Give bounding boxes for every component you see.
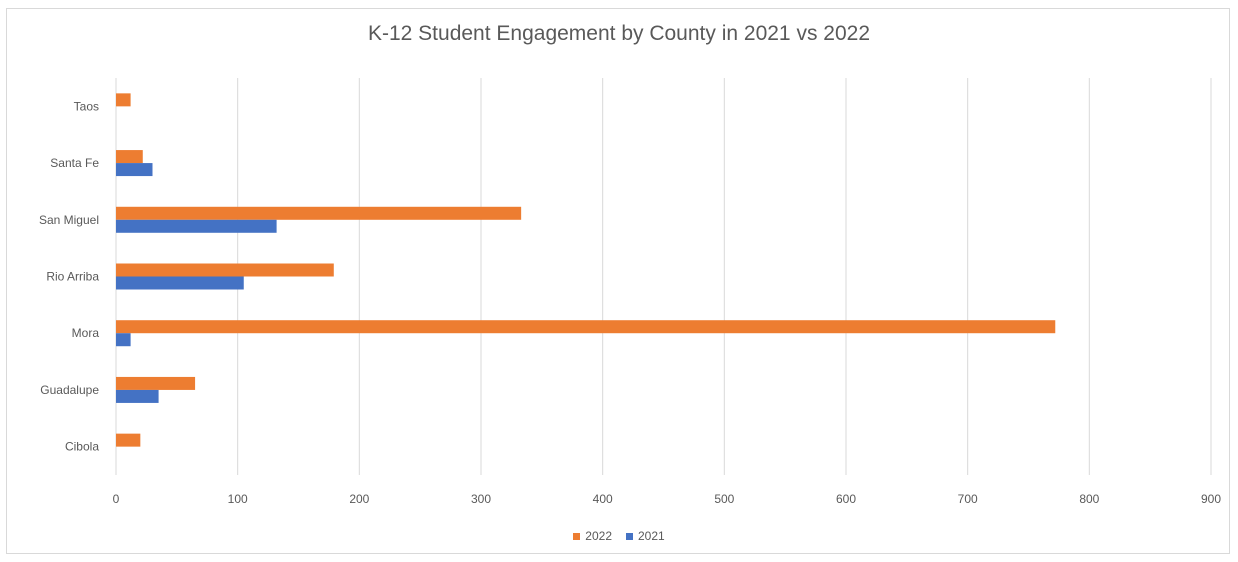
bar-2021-rio-arriba bbox=[116, 276, 244, 290]
bar-2022-taos bbox=[116, 93, 131, 107]
x-tick-label-200: 200 bbox=[349, 492, 369, 506]
x-tick-label-500: 500 bbox=[714, 492, 734, 506]
legend-label-2022: 2022 bbox=[585, 529, 612, 543]
bar-2022-mora bbox=[116, 320, 1056, 334]
bar-2022-rio-arriba bbox=[116, 263, 334, 277]
y-tick-label-rio-arriba: Rio Arriba bbox=[46, 270, 99, 284]
legend-label-2021: 2021 bbox=[638, 529, 665, 543]
bar-2022-san-miguel bbox=[116, 206, 522, 220]
x-tick-label-900: 900 bbox=[1201, 492, 1221, 506]
bar-2022-cibola bbox=[116, 433, 141, 447]
bar-2022-guadalupe bbox=[116, 376, 196, 390]
chart-legend: 2022 2021 bbox=[0, 529, 1238, 543]
x-tick-label-800: 800 bbox=[1079, 492, 1099, 506]
chart-title: K-12 Student Engagement by County in 202… bbox=[367, 22, 870, 45]
x-tick-label-400: 400 bbox=[593, 492, 613, 506]
bar-2021-mora bbox=[116, 333, 131, 347]
x-tick-label-300: 300 bbox=[471, 492, 491, 506]
y-tick-label-san-miguel: San Miguel bbox=[39, 213, 99, 227]
y-tick-label-mora: Mora bbox=[72, 326, 100, 340]
bar-2022-santa-fe bbox=[116, 150, 143, 164]
y-tick-label-guadalupe: Guadalupe bbox=[40, 383, 99, 397]
legend-item-2022: 2022 bbox=[573, 529, 612, 543]
legend-item-2021: 2021 bbox=[626, 529, 665, 543]
y-tick-label-santa-fe: Santa Fe bbox=[50, 156, 99, 170]
x-tick-label-700: 700 bbox=[958, 492, 978, 506]
bar-2021-guadalupe bbox=[116, 389, 159, 403]
x-tick-label-0: 0 bbox=[113, 492, 120, 506]
legend-swatch-2021 bbox=[626, 532, 633, 540]
bar-2021-san-miguel bbox=[116, 219, 277, 233]
y-tick-label-taos: Taos bbox=[74, 99, 99, 113]
y-tick-label-cibola: Cibola bbox=[65, 440, 99, 454]
x-tick-label-100: 100 bbox=[228, 492, 248, 506]
x-tick-label-600: 600 bbox=[836, 492, 856, 506]
bar-2021-santa-fe bbox=[116, 163, 153, 177]
legend-swatch-2022 bbox=[573, 532, 581, 540]
